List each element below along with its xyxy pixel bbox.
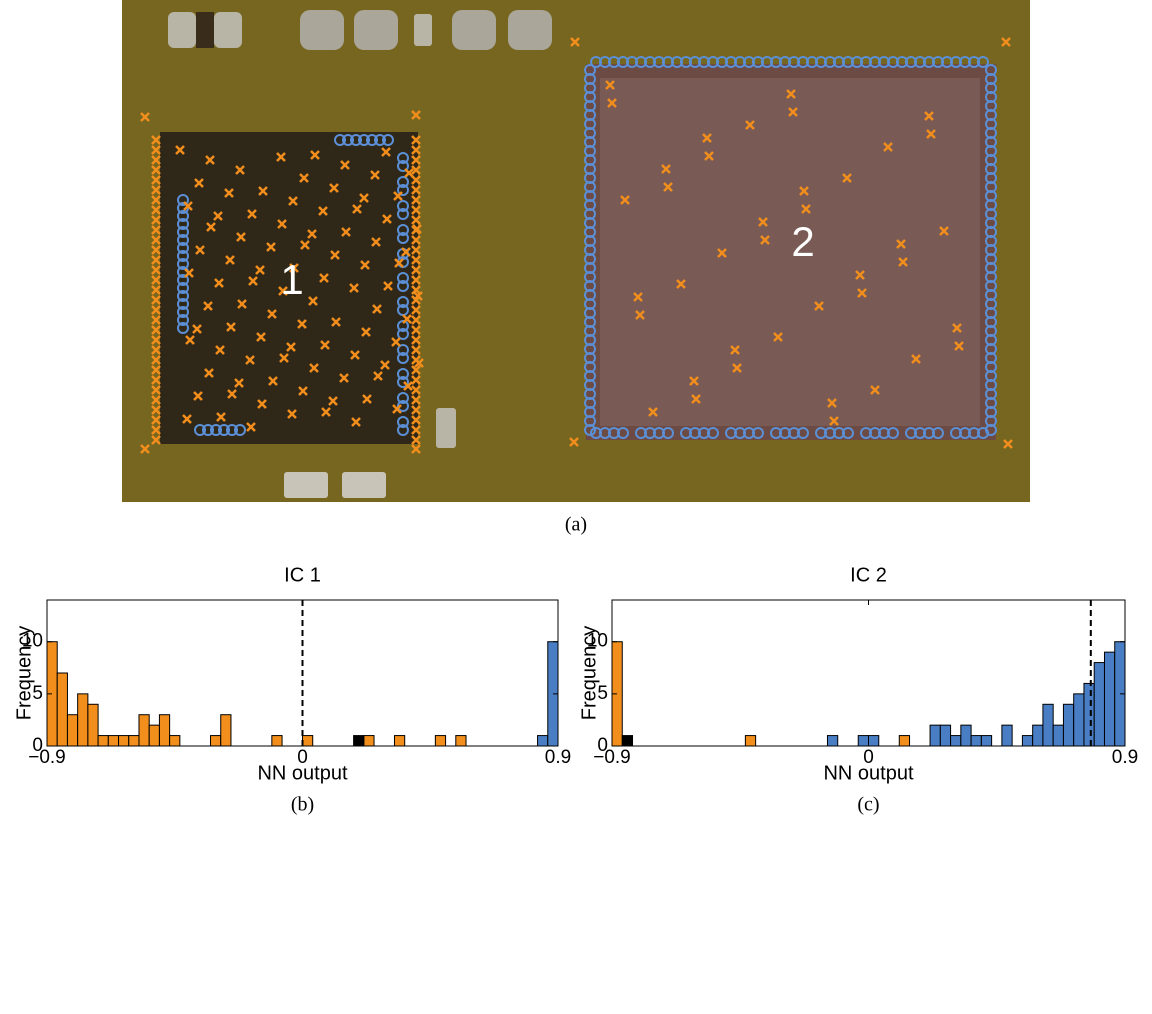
chip-2-die — [600, 78, 980, 426]
histogram-bar — [961, 725, 971, 746]
y-tick-label: 10 — [587, 631, 608, 652]
histogram-bar — [108, 736, 118, 746]
histogram-bar — [981, 736, 991, 746]
histogram-bar — [951, 736, 961, 746]
histogram-chart: IC 2NN outputFrequency(c)0510−0.900.9 — [578, 564, 1138, 815]
histogram-bar — [1074, 694, 1084, 746]
histogram-bar — [1053, 725, 1063, 746]
component — [452, 10, 496, 50]
caption: (c) — [857, 794, 879, 816]
histogram-bar — [1022, 736, 1032, 746]
chart-title: IC 1 — [284, 564, 321, 586]
histogram-bar — [1084, 683, 1094, 746]
histogram-bar — [456, 736, 466, 746]
component — [354, 10, 398, 50]
x-tick-label: 0 — [297, 747, 308, 768]
y-tick-label: 10 — [22, 631, 43, 652]
component — [284, 472, 328, 498]
y-tick-label: 5 — [597, 683, 608, 704]
histogram-bar — [930, 725, 940, 746]
caption: (a) — [565, 514, 587, 536]
component — [168, 12, 196, 48]
histogram-bar — [211, 736, 221, 746]
histogram-bar — [364, 736, 374, 746]
histogram-bar — [971, 736, 981, 746]
component — [508, 10, 552, 50]
histogram-bar — [139, 715, 149, 746]
histogram-bar — [394, 736, 404, 746]
component — [436, 408, 456, 448]
histogram-bar — [78, 694, 88, 746]
component — [196, 12, 214, 48]
histogram-bar — [1104, 652, 1114, 746]
x-tick-label: 0.9 — [1112, 747, 1138, 768]
histogram-bar — [119, 736, 129, 746]
x-tick-label: −0.9 — [28, 747, 66, 768]
caption: (b) — [291, 794, 314, 816]
component — [342, 472, 386, 498]
histogram-bar — [170, 736, 180, 746]
histogram-bar — [869, 736, 879, 746]
histogram-bar — [538, 736, 548, 746]
chip-label: 2 — [791, 218, 814, 265]
photo: 1 2 — [122, 0, 1030, 502]
histogram-bar — [354, 736, 364, 746]
histogram-bar — [1043, 704, 1053, 746]
x-tick-label: 0 — [863, 747, 874, 768]
histogram-bar — [88, 704, 98, 746]
histogram-bar — [435, 736, 445, 746]
histogram-bar — [622, 736, 632, 746]
x-tick-label: −0.9 — [593, 747, 631, 768]
histogram-bar — [272, 736, 282, 746]
histogram-bar — [221, 715, 231, 746]
component — [300, 10, 344, 50]
x-tick-label: 0.9 — [545, 747, 571, 768]
histogram-bar — [303, 736, 313, 746]
histogram-bar — [745, 736, 755, 746]
histogram-bar — [98, 736, 108, 746]
histogram-bar — [827, 736, 837, 746]
histogram-chart: IC 1NN outputFrequency(b)0510−0.900.9 — [13, 564, 571, 815]
histogram-bar — [129, 736, 139, 746]
component — [414, 14, 432, 46]
figure: 1 2 (a) IC 1NN outputFrequency(b)0510−0.… — [0, 0, 1152, 1014]
histogram-bar — [858, 736, 868, 746]
chart-title: IC 2 — [850, 564, 887, 586]
histogram-bar — [1094, 663, 1104, 746]
histogram-bar — [1002, 725, 1012, 746]
histogram-bar — [1063, 704, 1073, 746]
component — [214, 12, 242, 48]
histogram-bar — [67, 715, 77, 746]
histogram-bar — [940, 725, 950, 746]
histogram-bar — [159, 715, 169, 746]
histogram-bar — [57, 673, 67, 746]
histogram-bar — [149, 725, 159, 746]
y-tick-label: 5 — [32, 683, 43, 704]
chip-label: 1 — [280, 256, 303, 303]
histogram-bar — [1033, 725, 1043, 746]
histogram-bar — [899, 736, 909, 746]
